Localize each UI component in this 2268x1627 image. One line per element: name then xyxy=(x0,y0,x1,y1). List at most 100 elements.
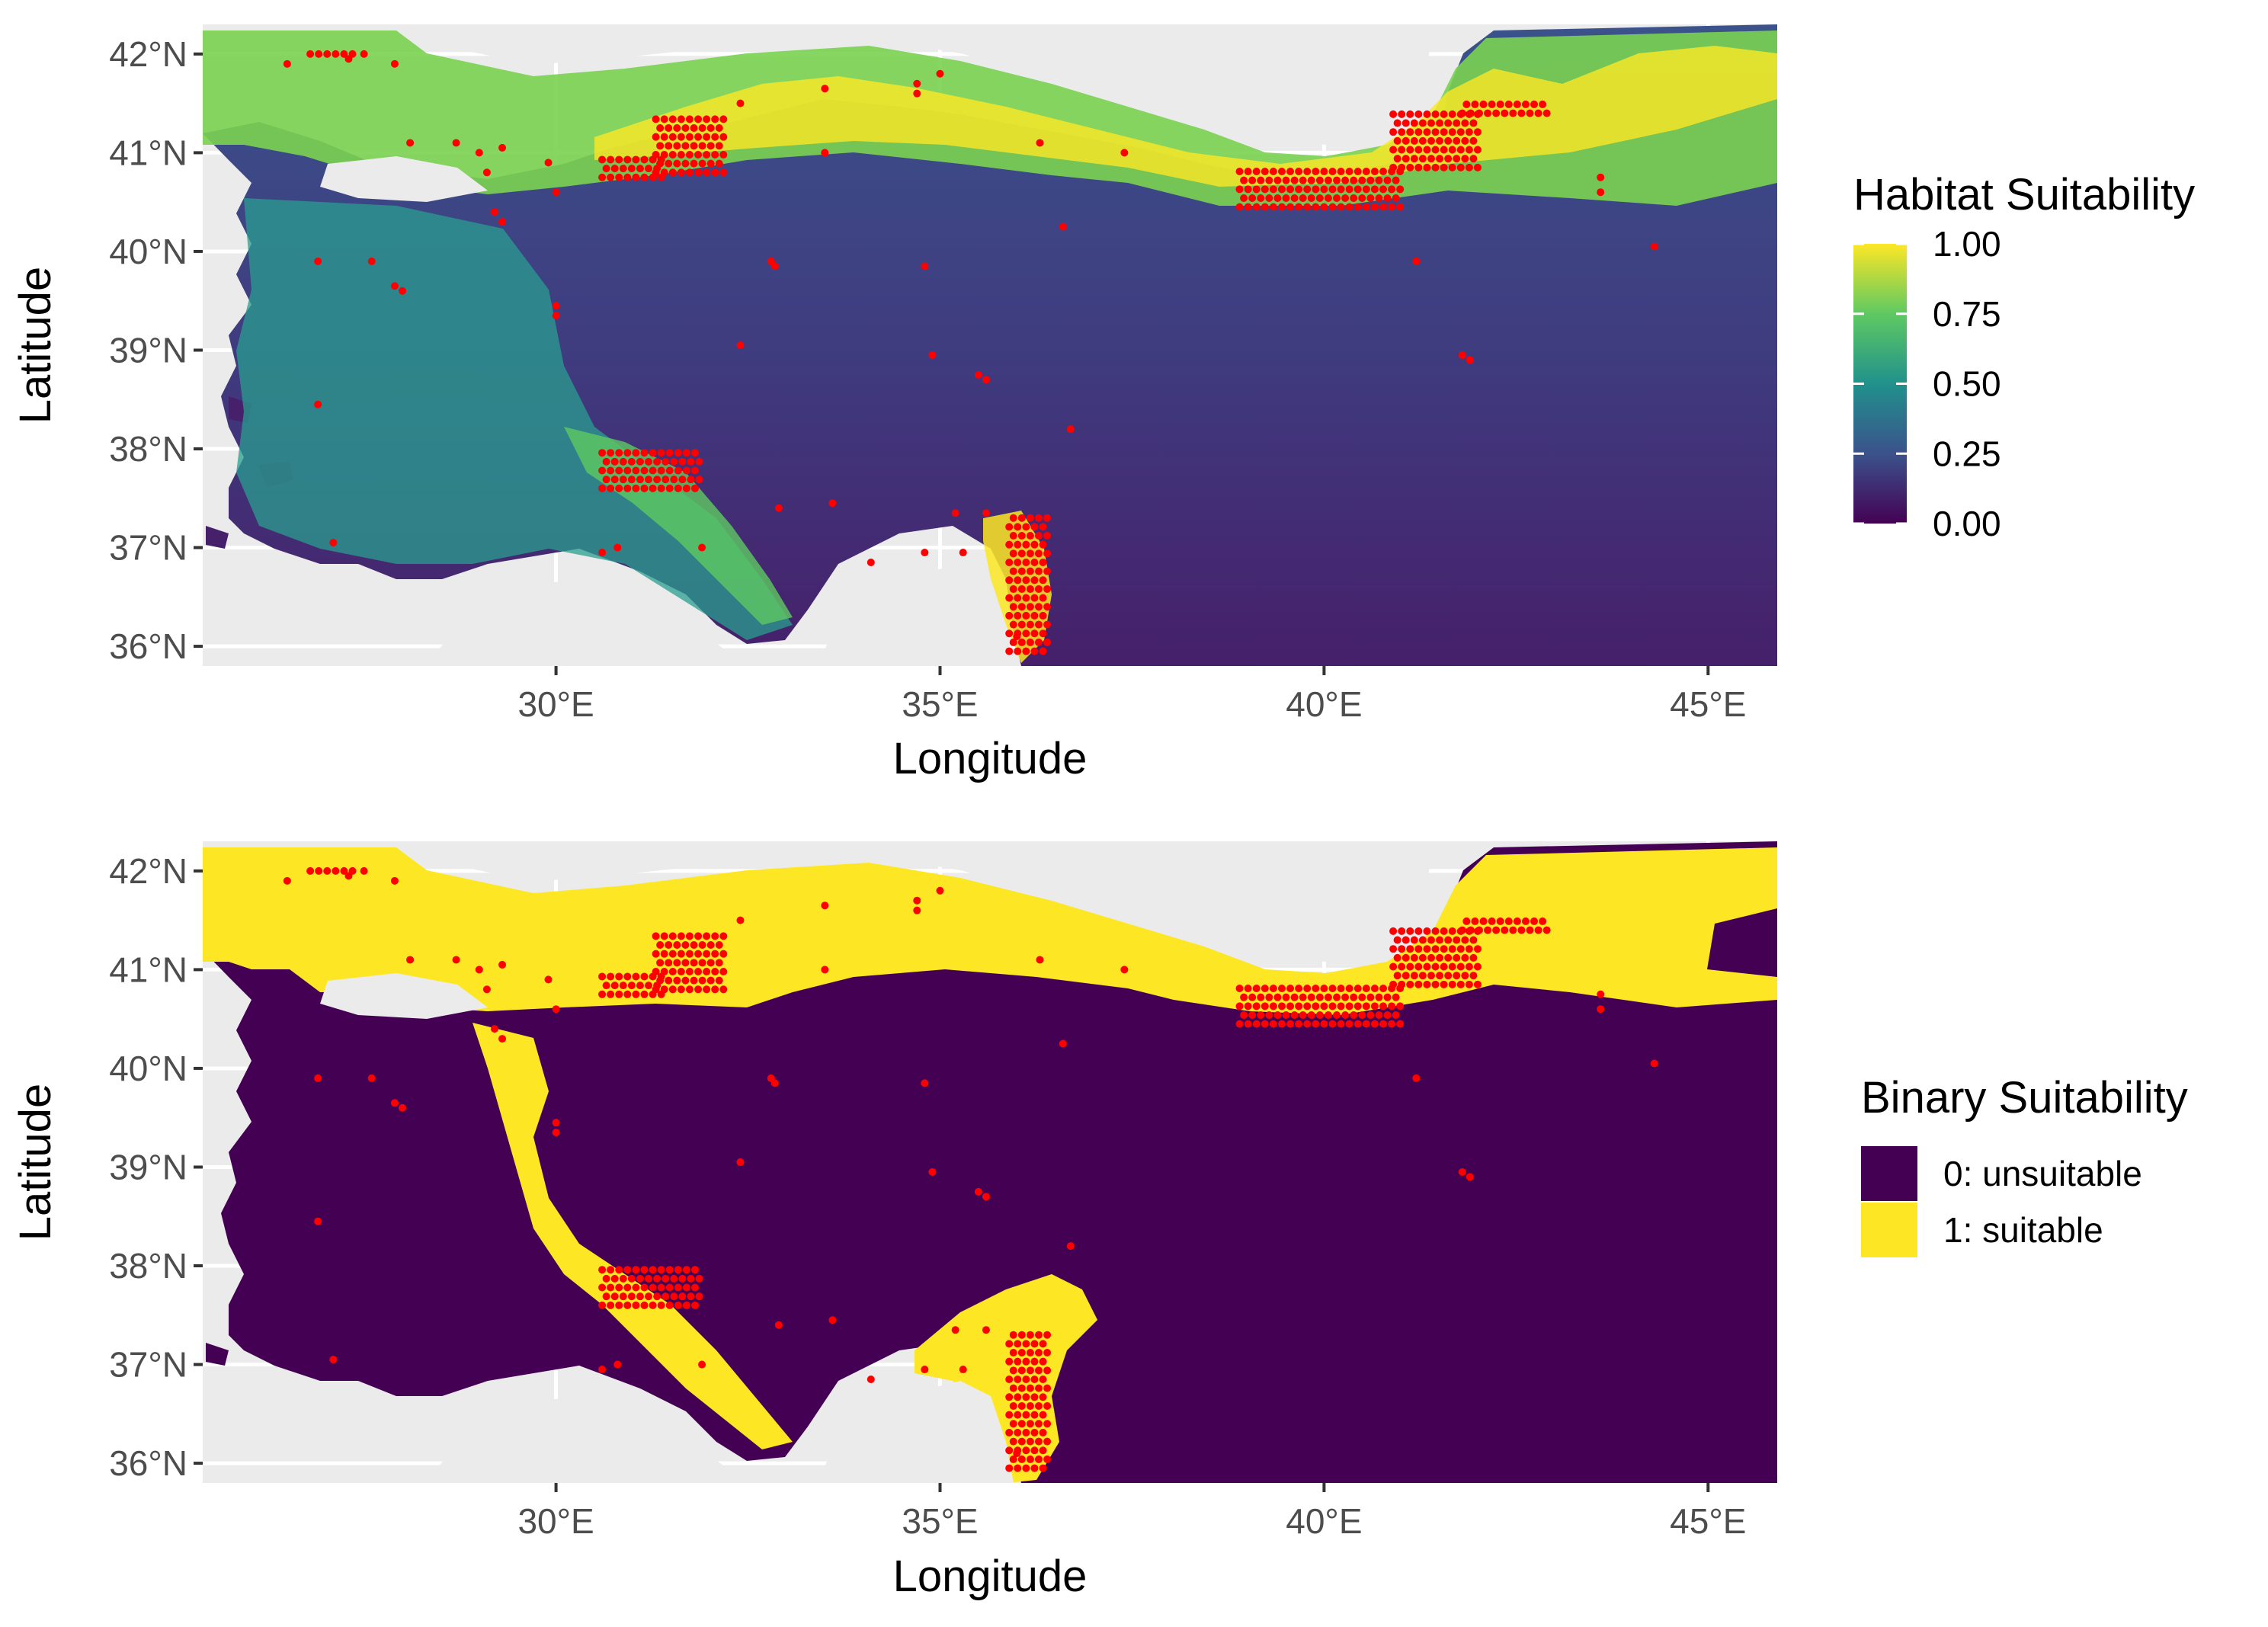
occurrence-point xyxy=(665,466,674,475)
mediterranean-sea xyxy=(427,564,1014,666)
occurrence-point xyxy=(406,139,415,147)
occurrence-point xyxy=(1248,176,1257,184)
occurrence-point xyxy=(1009,638,1017,646)
occurrence-point xyxy=(677,950,685,958)
occurrence-point xyxy=(1358,176,1366,184)
occurrence-point xyxy=(1398,110,1406,118)
occurrence-point xyxy=(1458,109,1466,117)
occurrence-point xyxy=(1362,1020,1370,1028)
occurrence-point xyxy=(1461,936,1469,944)
occurrence-point xyxy=(1014,1375,1022,1383)
occurrence-point xyxy=(1473,146,1482,154)
occurrence-point xyxy=(1286,985,1295,993)
occurrence-point xyxy=(1273,176,1282,184)
occurrence-point xyxy=(913,79,921,88)
occurrence-point xyxy=(390,59,399,68)
occurrence-point xyxy=(1465,146,1473,154)
occurrence-point xyxy=(632,466,640,475)
occurrence-point xyxy=(1448,962,1456,971)
occurrence-point xyxy=(1328,168,1337,176)
occurrence-point xyxy=(1462,100,1471,108)
occurrence-point xyxy=(1375,176,1383,184)
occurrence-point xyxy=(1393,136,1401,145)
occurrence-point xyxy=(687,1274,695,1283)
occurrence-point xyxy=(1026,1349,1034,1357)
occurrence-point xyxy=(1534,109,1542,117)
occurrence-point xyxy=(913,896,921,905)
occurrence-point xyxy=(632,1301,640,1309)
occurrence-point xyxy=(1358,1010,1366,1019)
occurrence-point xyxy=(657,1266,665,1274)
y-tick-label: 41°N xyxy=(109,950,187,989)
occurrence-point xyxy=(1469,936,1478,944)
occurrence-point xyxy=(607,1301,615,1309)
occurrence-point xyxy=(1469,136,1478,145)
occurrence-point xyxy=(695,476,703,484)
occurrence-point xyxy=(1034,1437,1043,1446)
occurrence-point xyxy=(1252,985,1261,993)
occurrence-point xyxy=(656,959,665,967)
occurrence-point xyxy=(367,257,376,265)
occurrence-point xyxy=(640,449,649,457)
occurrence-point xyxy=(1039,647,1047,655)
occurrence-point xyxy=(598,1283,607,1292)
occurrence-point xyxy=(1043,532,1052,540)
occurrence-point xyxy=(1427,155,1435,163)
occurrence-point xyxy=(1521,100,1530,108)
occurrence-point xyxy=(1423,927,1431,935)
occurrence-point xyxy=(1370,168,1379,176)
occurrence-point xyxy=(682,1266,690,1274)
occurrence-point xyxy=(1034,1366,1043,1375)
occurrence-point xyxy=(619,476,627,484)
occurrence-point xyxy=(632,173,640,181)
occurrence-point xyxy=(690,941,698,950)
occurrence-point xyxy=(1269,1020,1277,1028)
occurrence-point xyxy=(490,208,498,216)
occurrence-point xyxy=(1022,1428,1030,1436)
occurrence-point xyxy=(645,982,653,990)
occurrence-point xyxy=(1277,1020,1286,1028)
occurrence-point xyxy=(1383,176,1392,184)
occurrence-point xyxy=(390,1099,399,1107)
occurrence-point xyxy=(1043,638,1052,646)
occurrence-point xyxy=(665,159,673,168)
occurrence-point xyxy=(1444,936,1453,944)
occurrence-point xyxy=(1406,945,1414,953)
occurrence-point xyxy=(1034,1401,1043,1410)
occurrence-point xyxy=(1026,1384,1034,1392)
occurrence-point xyxy=(1496,100,1504,108)
occurrence-point xyxy=(1517,109,1526,117)
occurrence-point xyxy=(1328,1020,1337,1028)
occurrence-point xyxy=(652,985,660,994)
occurrence-point xyxy=(1406,163,1414,171)
occurrence-point xyxy=(1475,109,1483,117)
occurrence-point xyxy=(1009,1349,1017,1357)
occurrence-point xyxy=(1448,110,1456,118)
occurrence-point xyxy=(1448,128,1456,136)
occurrence-point xyxy=(828,1316,837,1324)
x-tick-label: 35°E xyxy=(902,684,978,724)
occurrence-point xyxy=(1005,1357,1014,1366)
occurrence-point xyxy=(1388,1020,1396,1028)
y-tick-label: 40°N xyxy=(109,232,187,271)
occurrence-point xyxy=(1406,962,1414,971)
occurrence-point xyxy=(1026,1455,1034,1463)
occurrence-point xyxy=(1440,962,1448,971)
occurrence-point xyxy=(1022,558,1030,566)
occurrence-point xyxy=(1039,1446,1047,1455)
x-tick-label: 35°E xyxy=(902,1501,978,1541)
occurrence-point xyxy=(682,449,690,457)
northern-suitable-zone xyxy=(203,847,1777,1015)
occurrence-point xyxy=(685,950,694,958)
x-axis-ticks: 30°E 35°E 40°E 45°E xyxy=(517,666,1746,724)
occurrence-point xyxy=(652,967,660,975)
occurrence-point xyxy=(698,976,706,985)
legend-key-unsuitable xyxy=(1861,1146,1917,1201)
occurrence-point xyxy=(1030,1446,1039,1455)
occurrence-point xyxy=(719,133,728,141)
occurrence-point xyxy=(652,932,660,940)
occurrence-point xyxy=(640,972,649,981)
occurrence-point xyxy=(1235,985,1244,993)
occurrence-point xyxy=(1444,136,1453,145)
occurrence-point xyxy=(1513,917,1521,925)
